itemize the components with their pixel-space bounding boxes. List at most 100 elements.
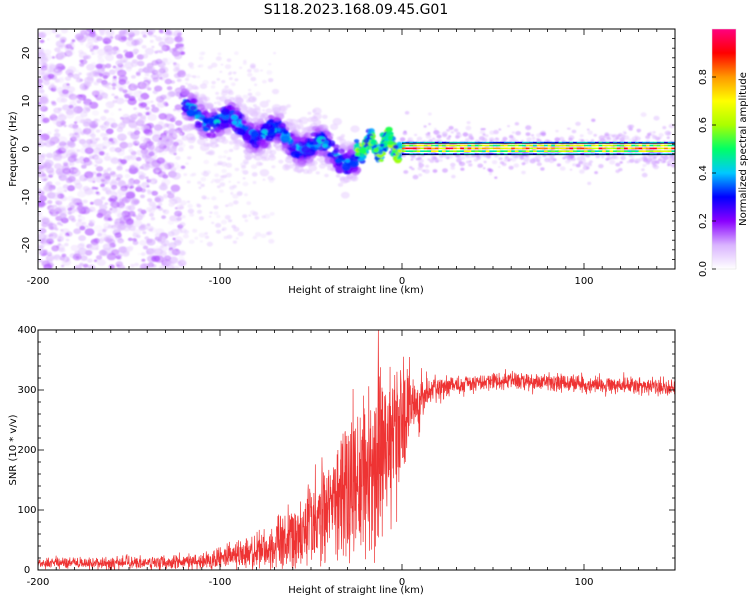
spectrogram-cell xyxy=(116,127,124,133)
spectrogram-cell xyxy=(322,114,328,120)
tone-band-cell xyxy=(478,150,483,152)
spectrogram-cell xyxy=(273,112,278,116)
spectrogram-cell xyxy=(84,228,95,236)
snr-y-label: SNR (10 * v/v) xyxy=(8,414,19,485)
tone-band-cell xyxy=(474,141,479,144)
spectrogram-cell xyxy=(187,203,193,209)
tone-band-cell xyxy=(423,150,428,152)
spectrogram-cell xyxy=(95,129,101,133)
spectrogram-cell xyxy=(294,132,301,137)
spectrogram-cell xyxy=(169,172,176,178)
spectrogram-cell xyxy=(65,48,75,57)
tone-band-cell xyxy=(423,144,428,147)
spectrogram-cell xyxy=(215,122,221,127)
spectrogram-cell xyxy=(156,170,160,173)
spectrogram-cell xyxy=(77,202,83,207)
spectrogram-cell xyxy=(117,188,127,196)
tone-band-cell xyxy=(544,147,549,150)
spectrogram-cell xyxy=(591,118,596,123)
colorbar-tick-label: 0.8 xyxy=(698,69,709,85)
spectrogram-cell xyxy=(354,155,359,160)
spectrogram-cell xyxy=(187,156,192,160)
spectrogram-cell xyxy=(504,155,509,160)
spectrogram-cell xyxy=(234,127,244,135)
spectrogram-cell xyxy=(448,154,454,159)
spectrogram-cell xyxy=(217,52,222,56)
tone-band-cell xyxy=(635,147,640,150)
tone-band-cell xyxy=(529,144,534,147)
tone-band-cell xyxy=(580,144,585,147)
tone-band-cell xyxy=(631,153,636,155)
tone-band-cell xyxy=(580,147,585,150)
spectrogram-cell xyxy=(188,239,195,244)
spectrogram-cell xyxy=(136,41,141,46)
spectrogram-cell xyxy=(68,201,78,208)
spectrogram-cell xyxy=(196,209,203,214)
spectrogram-cell xyxy=(169,256,179,264)
spectrogram-cell xyxy=(271,88,280,95)
tone-band-cell xyxy=(584,144,589,147)
spectrogram-cell xyxy=(65,177,73,183)
tone-band-cell xyxy=(518,144,523,147)
spectrogram-cell xyxy=(670,162,675,168)
spectrogram-cell xyxy=(73,121,78,124)
spectrogram-cell xyxy=(198,64,204,68)
spectrogram-cell xyxy=(614,156,619,160)
spectrogram-cell xyxy=(198,133,207,140)
tone-band-cell xyxy=(649,150,654,152)
tone-band-cell xyxy=(540,153,545,155)
spectrogram-cell xyxy=(243,59,247,63)
y-tick-label: -10 xyxy=(21,189,32,205)
spectrogram-cell xyxy=(262,79,267,84)
spectrogram-cell xyxy=(219,182,226,187)
tone-band-cell xyxy=(525,153,530,155)
tone-band-cell xyxy=(664,147,669,150)
spectrogram-cell xyxy=(225,204,229,207)
spectrogram-cell xyxy=(151,190,158,196)
tone-band-cell xyxy=(645,147,650,150)
spectrogram-cell xyxy=(225,162,233,168)
spectrogram-cell xyxy=(585,139,589,142)
spectrogram-cell xyxy=(51,101,57,106)
spectrogram-cell xyxy=(262,123,270,129)
tone-band-cell xyxy=(514,150,519,152)
tone-band-cell xyxy=(536,147,541,150)
tone-band-cell xyxy=(540,150,545,152)
spectrogram-cell xyxy=(59,232,64,235)
spectrogram-cell xyxy=(250,111,259,118)
spectrogram-cell xyxy=(158,202,163,206)
tone-band-cell xyxy=(489,144,494,147)
spectrogram-cell xyxy=(488,168,494,173)
spectrogram-cell xyxy=(215,137,219,141)
spectrogram-cell xyxy=(232,193,239,199)
spectrogram-cell xyxy=(312,109,317,113)
spectrogram-cell xyxy=(217,162,222,166)
spectrogram-cell xyxy=(250,64,256,70)
spectrogram-cell xyxy=(89,122,98,129)
spectrogram-cell xyxy=(108,192,116,199)
spectrogram-cell xyxy=(141,223,147,228)
tone-band-cell xyxy=(478,153,483,155)
spectrogram-cell xyxy=(60,229,64,232)
spectrogram-cell xyxy=(54,69,59,72)
spectrogram-cell xyxy=(667,160,672,164)
tone-band-cell xyxy=(627,144,632,147)
tone-band-cell xyxy=(631,144,636,147)
tone-band-cell xyxy=(667,144,672,147)
spectrogram-cell xyxy=(254,105,261,111)
tone-band-cell xyxy=(471,141,476,144)
spectrogram-cell xyxy=(655,160,660,164)
spectrogram-cell xyxy=(626,160,630,164)
tone-band-cell xyxy=(573,153,578,155)
tone-band-cell xyxy=(500,144,505,147)
tone-band-cell xyxy=(412,147,417,150)
tone-band-cell xyxy=(569,147,574,150)
spectrogram-cell xyxy=(501,162,507,167)
spectrogram-cell xyxy=(117,69,127,77)
spectrogram-cell xyxy=(229,77,233,80)
spectrogram-cell xyxy=(84,76,94,85)
spectrogram-cell xyxy=(111,79,118,84)
y-tick-label: 300 xyxy=(17,385,36,396)
spectrogram-cell xyxy=(455,154,461,158)
tone-band-cell xyxy=(653,141,658,144)
